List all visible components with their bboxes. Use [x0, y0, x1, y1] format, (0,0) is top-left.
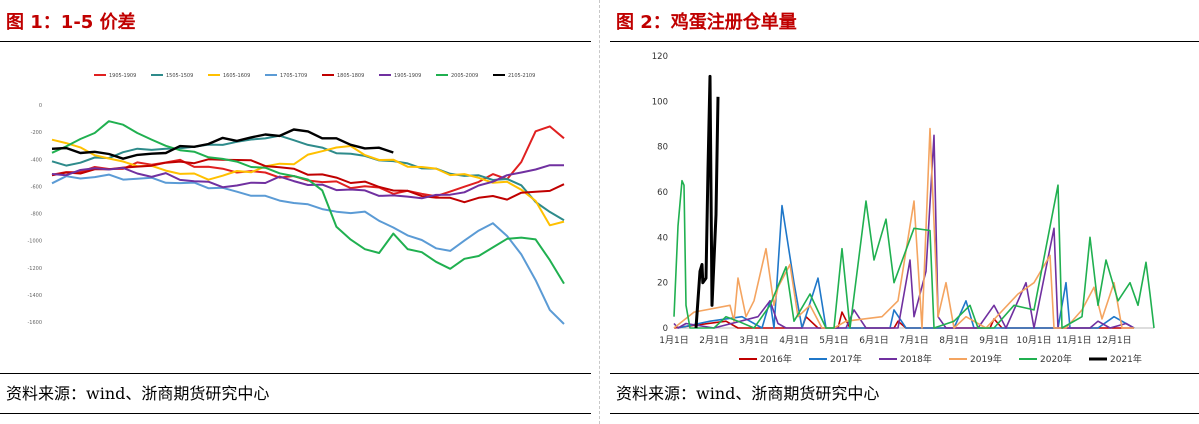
series-line: [673, 127, 1134, 329]
x-tick-label: 3月1日: [739, 335, 768, 346]
panel2-title: 图 2：鸡蛋注册仓单量: [616, 12, 797, 33]
y-tick-label: -1000: [27, 239, 42, 245]
legend-label: 2017年: [830, 353, 862, 365]
x-tick-label: 12月1日: [1096, 335, 1131, 346]
legend-label: 2019年: [970, 353, 1002, 365]
y-tick-label: -1400: [27, 293, 42, 299]
y-tick-label: 0: [663, 324, 668, 334]
x-tick-label: 8月1日: [939, 335, 968, 346]
x-tick-label: 6月1日: [859, 335, 888, 346]
series-line: [673, 179, 1155, 329]
y-tick-label: 20: [657, 279, 668, 289]
x-tick-label: 7月1日: [899, 335, 928, 346]
series-line: [51, 128, 394, 160]
legend-label: 1505-1509: [166, 73, 193, 79]
spread-chart-svg: 0 -200 -400 -600 -800 -1000 -1200 -1400 -1600 190…: [27, 73, 565, 326]
legend-label: 2005-2009: [451, 73, 478, 79]
legend-label: 1705-1709: [280, 73, 307, 79]
y-tick-label: 100: [652, 97, 668, 107]
warehouse-chart-svg: 0 20 40 60 80 100 120 1月1日 2月1日 3月1日 4月1日 5月1日 6月1日 7…: [652, 52, 1155, 365]
panel2-source: 资料来源：wind、浙商期货研究中心: [616, 384, 880, 403]
legend-label: 2105-2109: [508, 73, 535, 79]
legend-label: 1905-1909: [109, 73, 136, 79]
legend-label: 2021年: [1110, 353, 1142, 365]
y-tick-label: -1600: [27, 320, 42, 326]
y-tick-label: -200: [31, 130, 42, 136]
y-tick-label: -600: [31, 184, 42, 190]
panel1-title: 图 1：1-5 价差: [6, 12, 136, 33]
legend-label: 2020年: [1040, 353, 1072, 365]
series-line: [673, 311, 1134, 329]
y-tick-label: 120: [652, 52, 668, 62]
x-tick-label: 4月1日: [779, 335, 808, 346]
y-tick-label: -1200: [27, 266, 42, 272]
spread-chart: 0 -200 -400 -600 -800 -1000 -1200 -1400 -1600 190…: [20, 47, 580, 367]
y-tick-label: 0: [39, 103, 42, 109]
warehouse-chart: 0 20 40 60 80 100 120 1月1日 2月1日 3月1日 4月1日 5月1日 6月1日 7…: [614, 48, 1194, 370]
legend-label: 1905-1909: [394, 73, 421, 79]
legend-label: 1805-1809: [337, 73, 364, 79]
legend-label: 1605-1609: [223, 73, 250, 79]
panel2-bottom-rule: [610, 373, 1199, 374]
series-line: [51, 120, 565, 285]
x-tick-label: 11月1日: [1056, 335, 1091, 346]
y-tick-label: 60: [657, 188, 668, 198]
x-tick-label: 9月1日: [979, 335, 1008, 346]
series-line: [51, 134, 565, 222]
panel2-footer-rule: [610, 413, 1199, 414]
series-line: [51, 173, 565, 325]
y-tick-label: -800: [31, 212, 42, 218]
panel2-top-rule: [610, 41, 1199, 42]
x-tick-label: 5月1日: [819, 335, 848, 346]
series-line: [677, 204, 1135, 329]
panel1-footer-rule: [0, 413, 591, 414]
panel-divider: [599, 0, 600, 424]
legend-label: 2018年: [900, 353, 932, 365]
series-line: [51, 164, 564, 200]
panel1-top-rule: [0, 41, 591, 42]
panel-warehouse-chart: 图 2：鸡蛋注册仓单量 0 20 40 60 80 100 120 1月1日 2月1日 3月1日 4…: [610, 0, 1199, 424]
series-line: [694, 74, 720, 329]
panel1-source: 资料来源：wind、浙商期货研究中心: [6, 384, 270, 403]
panel1-bottom-rule: [0, 373, 591, 374]
series-line: [51, 158, 565, 204]
x-tick-label: 10月1日: [1016, 335, 1051, 346]
x-tick-label: 2月1日: [699, 335, 728, 346]
y-tick-label: 40: [657, 233, 668, 243]
x-tick-label: 1月1日: [659, 335, 688, 346]
y-tick-label: 80: [657, 143, 668, 153]
y-tick-label: -400: [31, 157, 42, 163]
panel-spread-chart: 图 1：1-5 价差 0 -200 -400 -600 -800 -1000 -1200 -1…: [0, 0, 591, 424]
legend-label: 2016年: [760, 353, 792, 365]
